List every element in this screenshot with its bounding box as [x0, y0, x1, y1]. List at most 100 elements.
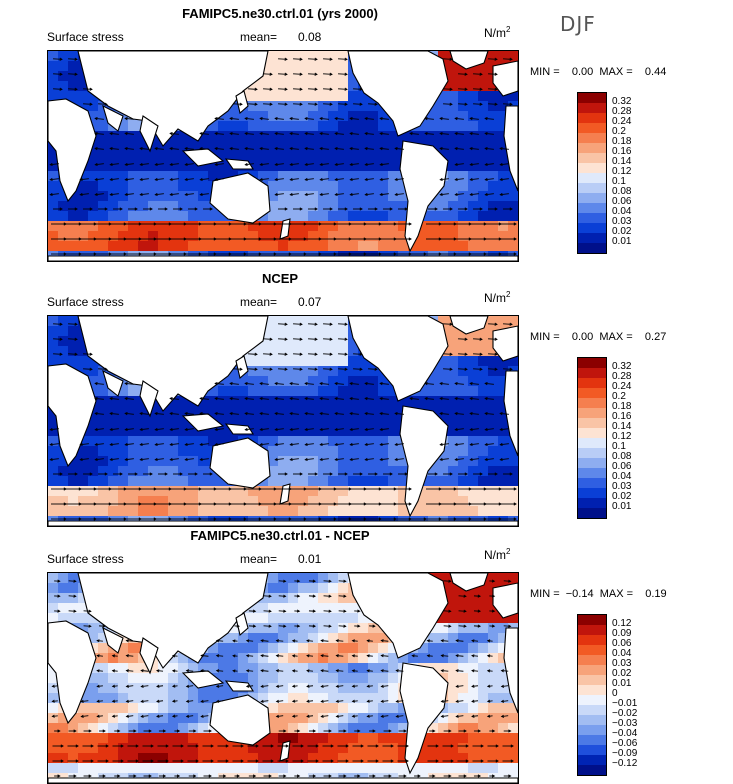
field-cell	[148, 426, 158, 436]
field-cell	[338, 723, 348, 733]
field-cell	[318, 593, 328, 603]
field-cell	[458, 231, 468, 241]
units-exponent: 2	[506, 547, 510, 556]
field-cell	[298, 161, 308, 171]
field-cell	[148, 673, 158, 683]
field-cell	[348, 131, 358, 141]
field-cell	[468, 593, 478, 603]
field-cell	[198, 763, 208, 773]
field-cell	[378, 121, 388, 131]
field-cell	[288, 396, 298, 406]
field-cell	[338, 181, 348, 191]
field-cell	[468, 613, 478, 623]
field-cell	[358, 211, 368, 221]
field-cell	[448, 743, 458, 753]
field-cell	[378, 506, 388, 516]
field-cell	[178, 201, 188, 211]
field-cell	[118, 191, 128, 201]
field-cell	[348, 476, 358, 486]
field-cell	[368, 386, 378, 396]
field-cell	[98, 723, 108, 733]
field-cell	[288, 653, 298, 663]
field-cell	[318, 753, 328, 763]
field-cell	[188, 496, 198, 506]
field-cell	[268, 336, 278, 346]
field-cell	[378, 161, 388, 171]
field-cell	[68, 336, 78, 346]
field-cell	[278, 763, 288, 773]
field-cell	[178, 703, 188, 713]
field-cell	[338, 643, 348, 653]
field-cell	[438, 241, 448, 251]
field-cell	[318, 446, 328, 456]
field-cell	[488, 101, 498, 111]
field-cell	[358, 703, 368, 713]
field-cell	[478, 181, 488, 191]
colorbar-swatch	[578, 498, 606, 508]
field-cell	[258, 486, 268, 496]
field-cell	[48, 713, 58, 723]
field-cell	[68, 583, 78, 593]
field-cell	[98, 191, 108, 201]
field-cell	[298, 623, 308, 633]
field-cell	[308, 241, 318, 251]
field-cell	[148, 191, 158, 201]
colorbar-swatch	[578, 468, 606, 478]
field-cell	[308, 713, 318, 723]
field-cell	[488, 366, 498, 376]
field-cell	[358, 763, 368, 773]
field-cell	[308, 386, 318, 396]
field-cell	[48, 496, 58, 506]
field-cell	[188, 211, 198, 221]
field-cell	[338, 366, 348, 376]
field-cell	[228, 121, 238, 131]
field-cell	[358, 241, 368, 251]
field-cell	[478, 476, 488, 486]
field-cell	[458, 496, 468, 506]
colorbar-swatch	[578, 398, 606, 408]
field-cell	[258, 91, 268, 101]
field-cell	[318, 356, 328, 366]
field-cell	[248, 673, 258, 683]
field-cell	[178, 723, 188, 733]
field-cell	[138, 506, 148, 516]
field-cell	[288, 466, 298, 476]
field-cell	[168, 151, 178, 161]
field-cell	[298, 663, 308, 673]
field-cell	[128, 211, 138, 221]
field-cell	[348, 446, 358, 456]
field-cell	[118, 743, 128, 753]
field-cell	[178, 456, 188, 466]
field-cell	[88, 733, 98, 743]
field-cell	[488, 743, 498, 753]
field-cell	[428, 733, 438, 743]
field-cell	[378, 151, 388, 161]
land-outline	[48, 521, 518, 526]
field-cell	[48, 201, 58, 211]
field-cell	[468, 763, 478, 773]
field-cell	[488, 703, 498, 713]
field-cell	[328, 121, 338, 131]
field-cell	[338, 101, 348, 111]
field-cell	[128, 763, 138, 773]
field-cell	[258, 763, 268, 773]
field-cell	[268, 221, 278, 231]
colorbar-swatch	[578, 193, 606, 203]
field-cell	[258, 131, 268, 141]
field-cell	[278, 506, 288, 516]
field-cell	[278, 366, 288, 376]
field-cell	[318, 91, 328, 101]
field-cell	[478, 161, 488, 171]
field-cell	[328, 623, 338, 633]
field-cell	[478, 446, 488, 456]
field-cell	[48, 326, 58, 336]
field-cell	[348, 653, 358, 663]
field-cell	[448, 366, 458, 376]
field-cell	[328, 713, 338, 723]
field-cell	[428, 506, 438, 516]
field-cell	[58, 61, 68, 71]
field-cell	[448, 593, 458, 603]
field-cell	[328, 191, 338, 201]
field-cell	[108, 181, 118, 191]
field-cell	[328, 733, 338, 743]
